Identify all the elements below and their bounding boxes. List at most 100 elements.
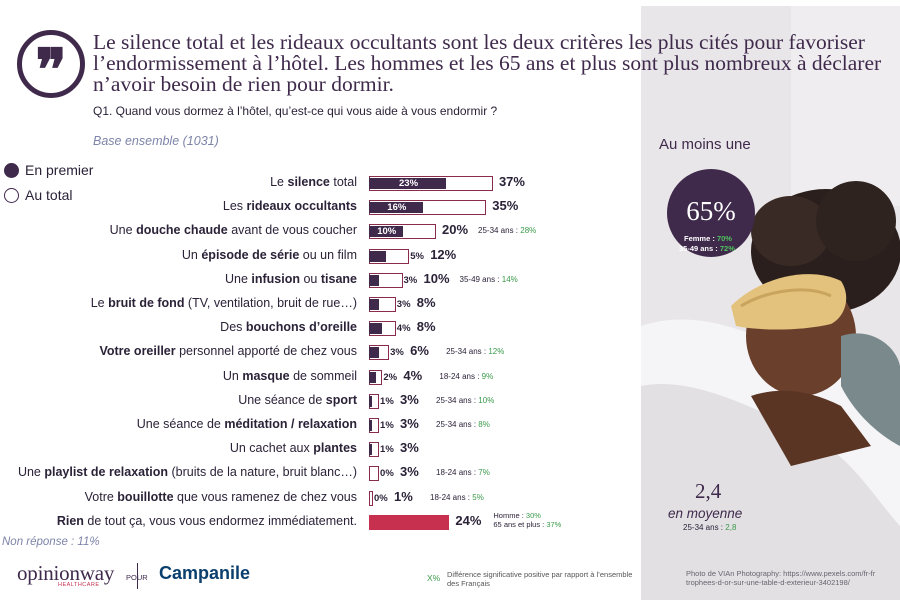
photo-credit-line2: trophees-d-or-sur-une-table-d-exterieur-…	[686, 578, 850, 587]
age-value: 72%	[719, 244, 735, 253]
category-label: Le silence total	[270, 175, 357, 189]
average-number: 2,4	[695, 479, 722, 503]
category-label-text: total	[329, 175, 357, 189]
chart-row: Une séance de méditation / relaxation 1% 3…	[0, 414, 640, 438]
average-sig-group: 25-34 ans :	[683, 523, 724, 532]
bar-first-label: 2%	[383, 371, 398, 383]
category-label-text: Une	[224, 271, 252, 286]
bar-total-label: 6%	[410, 343, 429, 359]
logo-divider	[137, 563, 138, 589]
rien-significance-note: 65 ans et plus : 37%	[493, 520, 561, 529]
chart-row: Rien de tout ça, vous vous endormez immé…	[0, 511, 640, 535]
bar-first-label: 23%	[399, 178, 419, 189]
age-label: 35-49 ans :	[679, 244, 718, 253]
sig-note: Différence significative positive par ra…	[447, 570, 633, 588]
bar-total-label: 3%	[400, 416, 419, 431]
chart-row: Une playlist de relaxation (bruits de la…	[0, 462, 640, 486]
bar-first-label: 1%	[380, 420, 394, 431]
bar-first	[369, 202, 423, 214]
bar-total-label: 8%	[416, 295, 436, 310]
legend-first-label: En premier	[25, 162, 94, 178]
significance-group: 25-34 ans :	[436, 395, 479, 405]
category-label-text: Des	[220, 320, 246, 335]
opinionway-logo: opinionway	[17, 561, 115, 585]
bar-total	[369, 490, 373, 506]
significance-group: 18-24 ans :	[439, 371, 482, 381]
category-label-bold: bouchons d’oreille	[245, 320, 357, 335]
category-label-text: Votre	[84, 489, 118, 504]
bar-total-label: 24%	[455, 512, 482, 528]
chart-row: Un épisode de série ou un film 5% 12%	[0, 245, 640, 269]
category-label: Un cachet aux plantes	[230, 441, 357, 455]
chart-row: Une infusion ou tisane 3% 10% 35-49 ans : 1…	[0, 269, 640, 293]
category-label-text: ou un film	[299, 247, 357, 262]
significance-note: 18-24 ans : 9%	[439, 372, 493, 381]
quote-mark: ❞	[35, 36, 67, 104]
bar-total-label: 10%	[423, 270, 450, 286]
category-label-text: que vous ramenez de chez vous	[173, 489, 357, 504]
quote-icon: ❞	[17, 30, 85, 104]
legend-total-swatch	[4, 187, 19, 203]
bar-total-label: 3%	[400, 440, 419, 456]
chart-row: Un cachet aux plantes 1% 3%	[0, 438, 640, 462]
category-label-bold: sport	[325, 392, 357, 407]
bar-total-label: 3%	[400, 391, 419, 407]
category-label-text: personnel apporté de chez vous	[175, 344, 357, 359]
category-label-bold: épisode de série	[201, 247, 300, 262]
category-label-text: Une séance de	[238, 392, 326, 407]
bar-total-label: 8%	[416, 319, 436, 335]
category-label-bold: bruit de fond	[108, 296, 185, 310]
significance-value: 30%	[525, 510, 541, 520]
femme-value: 70%	[716, 234, 732, 243]
category-label: Des bouchons d’oreille	[220, 320, 357, 334]
category-label-bold: infusion	[251, 271, 300, 286]
significance-value: 14%	[501, 274, 518, 284]
significance-group: 25-34 ans :	[436, 420, 479, 429]
bar-total-label: 35%	[492, 198, 519, 214]
bar-first-label: 3%	[396, 299, 411, 310]
bar-total-label: 3%	[400, 464, 419, 480]
bar-first-label: 0%	[374, 492, 388, 504]
chart-row: Des bouchons d’oreille 4% 8%	[0, 317, 640, 341]
legend-total-label: Au total	[25, 187, 73, 203]
significance-note: 35-49 ans : 14%	[460, 275, 518, 284]
category-label-text: Un cachet aux	[229, 441, 314, 456]
photo-credit: Photo de VIAn Photography: https://www.p…	[686, 569, 898, 587]
category-label-bold: silence	[287, 175, 330, 189]
average-sig-value: 2,8	[725, 523, 737, 532]
category-label-text: Le	[270, 175, 288, 189]
significance-value: 5%	[472, 492, 484, 502]
femme-label: Femme :	[684, 234, 715, 243]
category-label-text: Un	[181, 247, 202, 262]
sig-note-marker: X%	[427, 573, 441, 583]
circle-age-sig: 35-49 ans : 72%	[679, 244, 735, 253]
photo-credit-line1: Photo de VIAn Photography: https://www.p…	[686, 569, 876, 578]
significance-note: 18-24 ans : 5%	[430, 493, 484, 502]
category-label-text: (bruits de la nature, bruit blanc…)	[168, 465, 357, 480]
category-label-text: Les	[222, 199, 247, 214]
chart-row: Une séance de sport 1% 3% 25-34 ans : 10%	[0, 390, 640, 414]
category-label-bold: playlist de relaxation	[44, 465, 169, 480]
rien-significance-note: Homme : 30%	[493, 511, 541, 520]
bar-total	[369, 466, 380, 482]
significance-group: 65 ans et plus :	[493, 519, 547, 529]
bar-total-label: 1%	[394, 488, 413, 504]
category-label-bold: plantes	[313, 441, 357, 456]
bar-total-label: 37%	[498, 174, 525, 189]
bar-first	[369, 323, 383, 335]
average-label: en moyenne	[668, 506, 743, 521]
significance-note: 25-34 ans : 12%	[446, 347, 504, 356]
bar-total-label: 12%	[430, 246, 457, 262]
opinionway-logo-sub: HEALTHCARE	[58, 582, 100, 588]
significance-value: 28%	[520, 226, 537, 236]
category-label-text: Une séance de	[136, 417, 225, 431]
category-label: Votre oreiller personnel apporté de chez…	[99, 344, 357, 358]
bar-first	[369, 420, 373, 431]
significance-value: 9%	[481, 371, 494, 381]
significance-value: 10%	[478, 395, 495, 405]
bar-first-label: 16%	[387, 202, 407, 214]
chart-row: Le bruit de fond (TV, ventilation, bruit…	[0, 293, 640, 317]
category-label-bold: Votre oreiller	[99, 344, 176, 359]
category-label: Le bruit de fond (TV, ventilation, bruit…	[91, 296, 357, 310]
category-label: Une séance de sport	[238, 393, 357, 407]
